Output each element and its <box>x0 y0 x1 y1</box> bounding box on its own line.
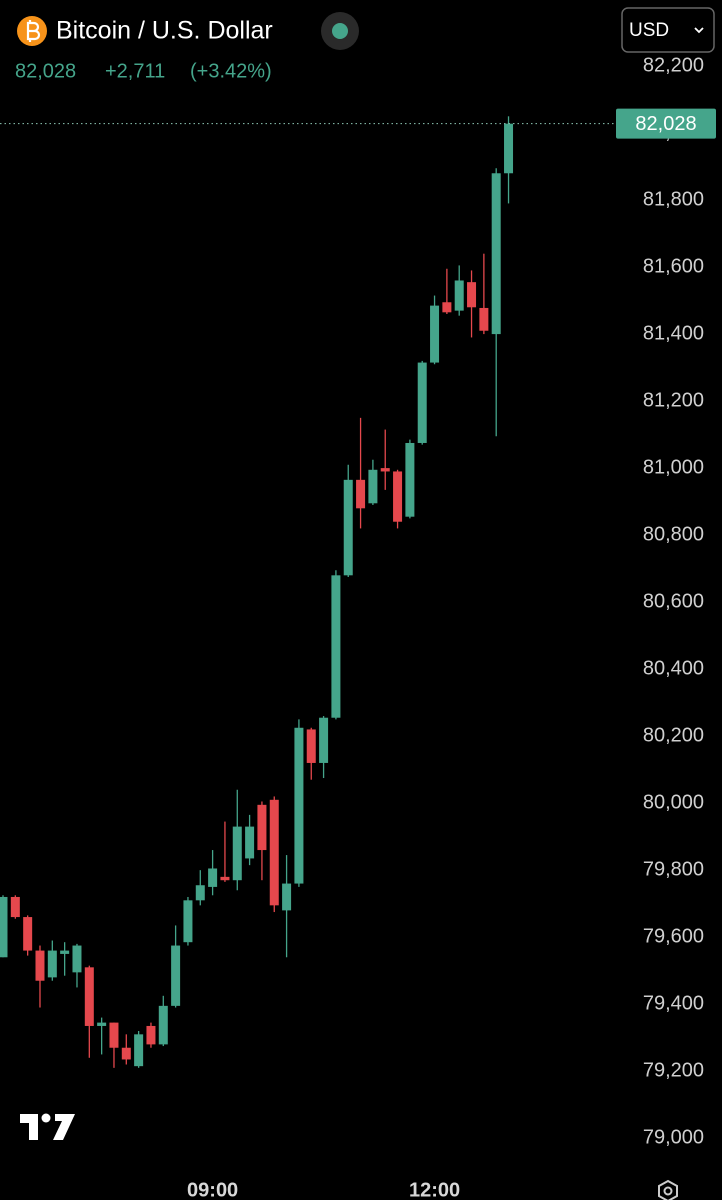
y-tick-label: 82,200 <box>643 54 704 76</box>
currency-label[interactable]: USD <box>629 20 669 41</box>
candle-body <box>208 868 218 887</box>
plot-area <box>0 116 615 1068</box>
candle-body <box>10 896 20 918</box>
candle-body <box>97 1022 107 1026</box>
header-bg <box>0 0 610 52</box>
candle-body <box>479 307 489 331</box>
change: +2,711 <box>105 60 165 82</box>
candle-body <box>356 479 366 509</box>
candle-body <box>232 826 242 881</box>
tv-logo <box>20 1113 75 1140</box>
candle-body <box>60 950 70 954</box>
candle-body <box>35 950 45 981</box>
logo-part <box>53 1114 75 1140</box>
price: 82,028 <box>15 60 76 82</box>
settings-button[interactable] <box>658 1179 678 1200</box>
candle-body <box>282 883 292 911</box>
candle-body <box>294 727 304 884</box>
candle-body <box>405 442 415 517</box>
candle-body <box>220 876 230 881</box>
candle-body <box>393 471 403 522</box>
status-dot <box>332 23 348 39</box>
symbol-title: Bitcoin / U.S. Dollar <box>56 17 273 45</box>
candle-body <box>47 950 57 978</box>
candle-body <box>442 302 452 313</box>
candle-body <box>343 479 353 576</box>
y-tick-label: 80,200 <box>643 724 704 746</box>
candle-body <box>146 1025 156 1045</box>
candle-body <box>245 826 255 859</box>
candle-body <box>158 1005 168 1045</box>
candle-body <box>183 900 193 943</box>
candle-body <box>109 1022 119 1048</box>
y-tick-label: 81,800 <box>643 188 704 210</box>
candle-body <box>84 967 94 1026</box>
y-tick-label: 80,000 <box>643 791 704 813</box>
y-tick-label: 79,800 <box>643 858 704 880</box>
candle-body <box>306 729 316 763</box>
candle-body <box>121 1047 131 1060</box>
currency-select[interactable]: USD <box>621 7 715 53</box>
last-price-tag <box>616 108 716 139</box>
y-tick-label: 80,400 <box>643 657 704 679</box>
candle-body <box>0 896 8 958</box>
btc-glyph <box>26 20 41 42</box>
y-tick-label: 81,600 <box>643 255 704 277</box>
y-tick-label: 79,400 <box>643 992 704 1014</box>
price-axis: 79,000 79,200 79,400 79,600 79,800 80,000 80,2… <box>616 54 716 1148</box>
last-price-label: 82,028 <box>635 113 696 135</box>
chevron[interactable] <box>694 27 704 34</box>
candle-body <box>269 799 279 906</box>
currency-box[interactable] <box>621 7 715 53</box>
candle-body <box>430 305 440 363</box>
candle-body <box>380 468 390 472</box>
y-tick-label: 81,200 <box>643 389 704 411</box>
y-tick-label: 81,000 <box>643 456 704 478</box>
candle-body <box>454 280 464 311</box>
candle-body <box>134 1034 144 1067</box>
y-tick-label: 79,200 <box>643 1059 704 1081</box>
change-percent: (+3.42%) <box>190 60 272 82</box>
y-tick-label: 79,600 <box>643 925 704 947</box>
y-tick-label: 80,800 <box>643 523 704 545</box>
x-tick-label: 09:00 <box>187 1179 238 1200</box>
candle-body <box>467 282 477 308</box>
candle-body <box>504 123 514 174</box>
candle-body <box>491 173 501 335</box>
settings-center[interactable] <box>663 1186 673 1196</box>
y-tick-label: 81,400 <box>643 322 704 344</box>
candle-body <box>368 469 378 504</box>
candle-body <box>331 575 341 718</box>
candle-body <box>171 945 181 1006</box>
candle-body <box>72 945 82 973</box>
logo-part <box>20 1114 38 1140</box>
candle-body <box>257 804 267 851</box>
logo-part <box>41 1113 51 1123</box>
candle-body <box>417 362 427 443</box>
y-tick-label: 80,600 <box>643 590 704 612</box>
candle-body <box>195 885 205 901</box>
candle-body <box>23 917 33 951</box>
x-tick-label: 12:00 <box>409 1179 460 1200</box>
y-tick-label: 79,000 <box>643 1126 704 1148</box>
candle-body <box>319 717 329 763</box>
